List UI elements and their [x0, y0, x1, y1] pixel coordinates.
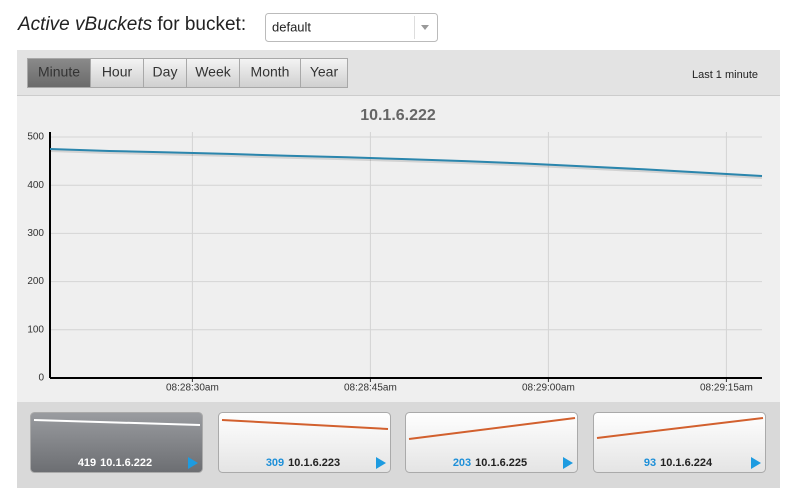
- card-arrow: [751, 457, 761, 469]
- y-tick-label: 200: [27, 276, 44, 287]
- tab-button[interactable]: Hour: [90, 58, 144, 88]
- y-tick-label: 500: [27, 132, 44, 143]
- tab-button[interactable]: Month: [239, 58, 301, 88]
- x-tick-label: 08:28:30am: [166, 383, 219, 394]
- tab-label: Hour: [102, 64, 133, 80]
- card-background: [405, 412, 578, 473]
- tab-button[interactable]: Day: [143, 58, 187, 88]
- y-tick-label: 300: [27, 228, 44, 239]
- card-background: [593, 412, 766, 473]
- tab-label: Week: [195, 64, 232, 80]
- sparkline: [221, 419, 389, 430]
- server-card[interactable]: 309 10.1.6.223: [218, 412, 391, 473]
- server-name: 10.1.6.222: [100, 457, 152, 469]
- card-background: [30, 412, 203, 473]
- tab-button[interactable]: Year: [300, 58, 348, 88]
- data-line: [49, 148, 763, 178]
- header-title: Active vBuckets for bucket:: [17, 14, 246, 35]
- y-tick-label: 400: [27, 180, 44, 191]
- x-tick-label: 08:28:45am: [344, 383, 397, 394]
- server-card[interactable]: 203 10.1.6.225: [405, 412, 578, 473]
- range-label: Last 1 minute: [692, 69, 758, 81]
- card-label: 93 10.1.6.224: [644, 457, 713, 469]
- card-label: 203 10.1.6.225: [453, 457, 527, 469]
- tab-background: [186, 58, 240, 88]
- sparkline: [408, 417, 576, 440]
- server-value: 203: [453, 457, 471, 469]
- server-name: 10.1.6.225: [475, 457, 527, 469]
- tab-label: Year: [310, 64, 339, 80]
- tab-background: [300, 58, 348, 88]
- tab-button[interactable]: Minute: [27, 58, 91, 88]
- chart-title: 10.1.6.222: [360, 107, 436, 124]
- card-label: 309 10.1.6.223: [266, 457, 340, 469]
- tab-background: [90, 58, 144, 88]
- card-arrow: [563, 457, 573, 469]
- server-value: 93: [644, 457, 656, 469]
- card-arrow: [376, 457, 386, 469]
- server-value: 419: [78, 457, 96, 469]
- x-tick-label: 08:29:00am: [522, 383, 575, 394]
- server-name: 10.1.6.223: [288, 457, 340, 469]
- tab-label: Month: [251, 64, 290, 80]
- x-tick-label: 08:29:15am: [700, 383, 753, 394]
- server-card[interactable]: 93 10.1.6.224: [593, 412, 766, 473]
- server-value: 309: [266, 457, 284, 469]
- tab-button[interactable]: Week: [186, 58, 240, 88]
- y-tick-label: 100: [27, 324, 44, 335]
- sparkline: [33, 419, 201, 426]
- server-name: 10.1.6.224: [660, 457, 713, 469]
- tab-label: Day: [153, 64, 178, 80]
- bucket-value: default: [272, 19, 311, 34]
- sparkline: [596, 417, 764, 439]
- card-arrow: [188, 457, 198, 469]
- bucket-select[interactable]: default: [265, 13, 438, 42]
- chart-area: [17, 96, 780, 402]
- tab-label: Minute: [38, 64, 80, 80]
- server-card[interactable]: 419 10.1.6.222: [30, 412, 203, 473]
- line-shadow: [49, 149, 763, 180]
- card-label: 419 10.1.6.222: [78, 457, 152, 469]
- tab-background: [27, 58, 91, 88]
- y-tick-label: 0: [38, 373, 44, 384]
- tab-background: [239, 58, 301, 88]
